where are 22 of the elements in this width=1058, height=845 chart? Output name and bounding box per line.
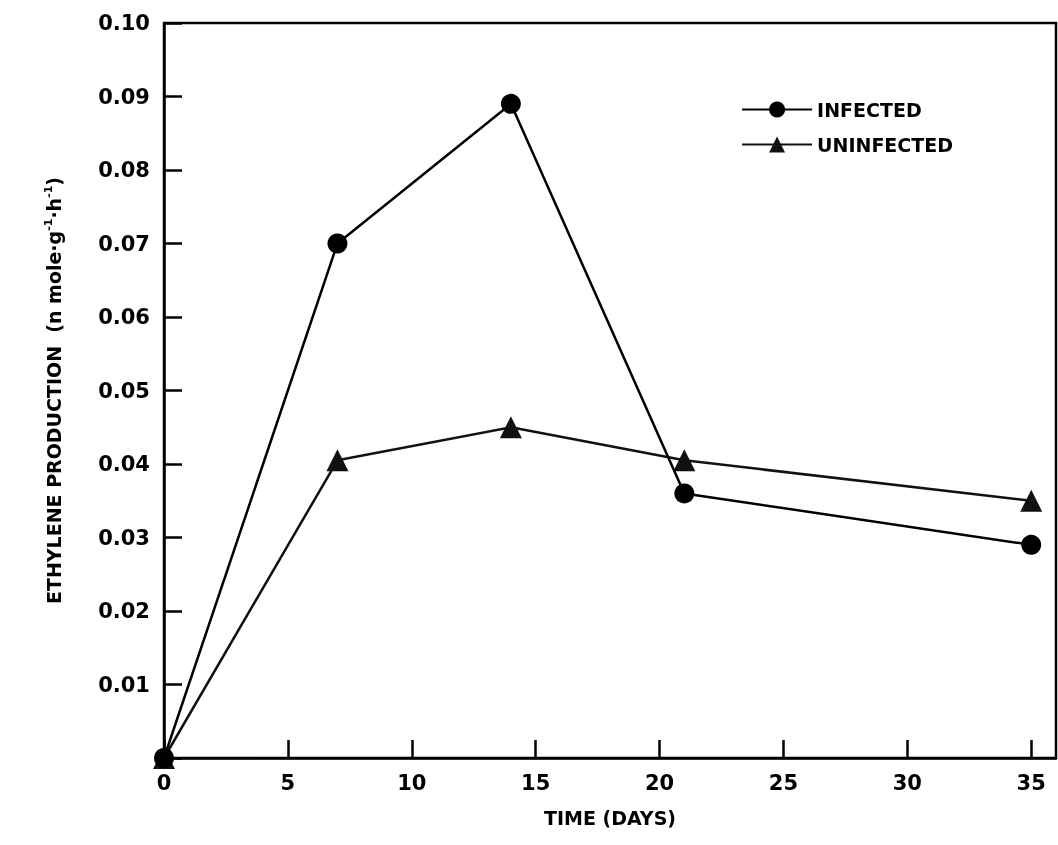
y-tick-label: 0.05 [98, 378, 150, 403]
x-tick-label: 30 [892, 770, 922, 795]
x-tick-label: 10 [397, 770, 427, 795]
x-tick-label: 0 [156, 770, 172, 795]
y-tick-label: 0.04 [98, 452, 150, 476]
x-tick-label: 25 [768, 770, 799, 795]
y-tick-label: 0.07 [98, 231, 150, 256]
y-tick-label: 0.02 [98, 599, 150, 623]
y-axis-title: ETHYLENE PRODUCTION (n mole·g-1·h-1) [42, 176, 65, 605]
x-tick-label: 5 [280, 770, 296, 795]
y-tick-label: 0.03 [98, 525, 150, 550]
y-tick-label: 0.06 [98, 305, 150, 329]
y-tick-label: 0.10 [98, 11, 150, 35]
y-tick-label: 0.09 [98, 84, 150, 109]
legend-label: INFECTED [817, 98, 922, 121]
x-tick-label: 35 [1016, 770, 1046, 795]
y-tick-label: 0.08 [98, 158, 150, 182]
y-tick-label: 0.01 [98, 672, 150, 697]
x-tick-label: 20 [644, 770, 675, 795]
x-axis-title: TIME (DAYS) [544, 806, 676, 829]
legend-label: UNINFECTED [817, 133, 954, 156]
x-tick-label: 15 [521, 770, 551, 795]
